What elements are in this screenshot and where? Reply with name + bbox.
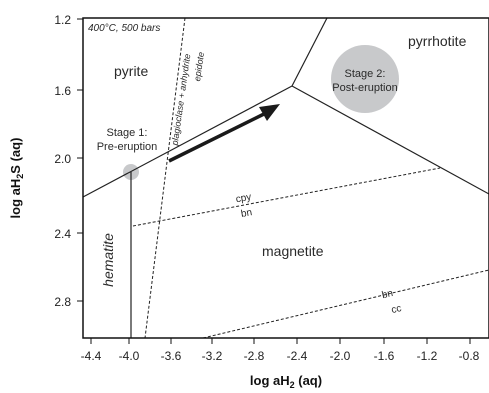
conditions-label: 400°C, 500 bars [88,23,160,34]
evolution-arrow [168,104,280,163]
y-tick-labels: 1.2 1.6 2.0 2.4 2.8 [54,13,71,309]
tick-marks [77,18,471,344]
y-tick-label: 2.0 [54,152,71,166]
plagioclase-epidote-boundary [144,17,186,339]
x-tick-label: -2.4 [287,349,308,363]
x-tick-labels: -4.4 -4.0 -3.6 -3.2 -2.8 -2.4 -2.0 -1.6 … [81,349,480,363]
y-tick-label: 2.4 [54,227,71,241]
cc-label: cc [390,303,402,316]
plagioclase-anhydrite-label: plagioclase + anhydrite [170,53,193,147]
y-tick-label: 1.2 [54,13,71,27]
field-label-magnetite: magnetite [262,243,324,259]
x-axis-title: log aH2 (aq) [250,373,322,390]
x-tick-label: -1.2 [417,349,438,363]
x-tick-label: -4.0 [119,349,140,363]
stage2-label-line2: Post-eruption [332,82,397,94]
field-label-pyrite: pyrite [114,63,148,79]
stage1-label-line1: Stage 1: [107,127,148,139]
pyrrhotite-magnetite-boundary [291,85,489,195]
stage1-label-line2: Pre-eruption [97,141,158,153]
pyrite-pyrrhotite-boundary [291,17,328,87]
x-tick-label: -3.2 [202,349,223,363]
dashed-boundaries [132,17,489,339]
epidote-label: epidote [192,51,206,82]
pyrite-magnetite-boundary [82,85,293,198]
bn-label-lower: bn [381,288,394,301]
x-tick-label: -3.6 [161,349,182,363]
stage2-label-line1: Stage 2: [345,68,386,80]
x-tick-label: -1.6 [374,349,395,363]
y-tick-label: 1.6 [54,84,71,98]
y-axis-title: log aH2S (aq) [8,138,25,219]
x-tick-label: -4.4 [81,349,102,363]
field-label-pyrrhotite: pyrrhotite [408,33,467,49]
x-tick-label: -2.8 [244,349,265,363]
cpy-label: cpy [235,192,252,206]
field-label-hematite: hematite [100,233,116,287]
plot-frame [82,17,489,339]
cpy-bn-boundary [132,167,441,227]
solid-boundaries [82,17,489,338]
stage2-marker [331,45,399,113]
x-tick-label: -0.8 [459,349,480,363]
y-tick-label: 2.8 [54,295,71,309]
bn-label-upper: bn [240,207,253,220]
x-tick-label: -2.0 [330,349,351,363]
bn-cc-boundary [202,269,489,339]
